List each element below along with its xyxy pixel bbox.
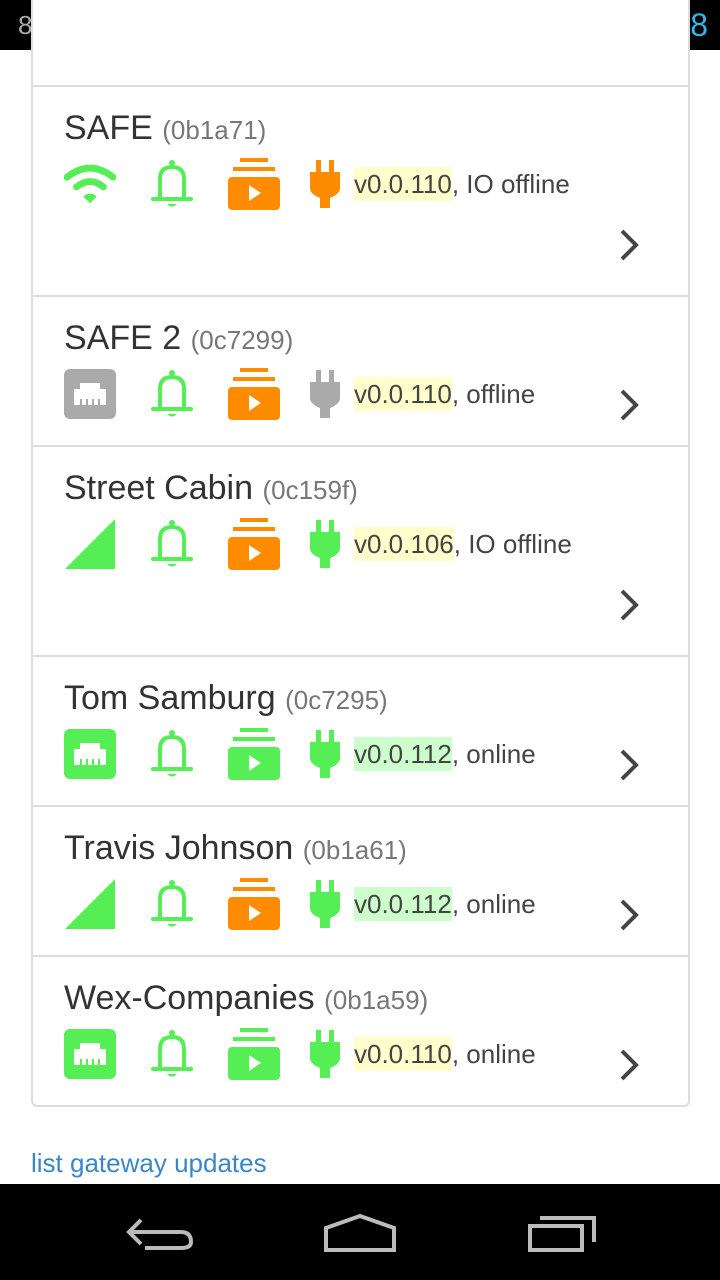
gateway-list: SAFE (0b1a71) v0.0.110, IO offline SAFE …	[31, 0, 690, 1107]
chevron-right-icon[interactable]	[618, 227, 642, 263]
gateway-status: v0.0.112, online	[354, 886, 536, 921]
gateway-name: SAFE	[64, 109, 153, 147]
chevron-right-icon[interactable]	[618, 747, 642, 783]
gateway-status-icons: v0.0.112, online	[64, 876, 688, 932]
home-icon[interactable]	[322, 1212, 398, 1252]
gateway-status: v0.0.112, online	[354, 736, 536, 771]
ethernet-icon	[64, 1028, 116, 1080]
gateway-status: v0.0.106, IO offline	[354, 526, 572, 561]
plug-icon	[310, 518, 340, 570]
gateway-name: Tom Samburg	[64, 679, 276, 717]
list-gateway-updates-link[interactable]: list gateway updates	[31, 1148, 267, 1178]
connection-status: , IO offline	[453, 528, 572, 559]
gateway-title: SAFE 2 (0c7299)	[64, 317, 688, 361]
ethernet-icon	[64, 728, 116, 780]
bell-icon	[146, 518, 198, 570]
gateway-title: SAFE (0b1a71)	[64, 107, 688, 151]
gateway-row[interactable]: Travis Johnson (0b1a61) v0.0.112, online	[33, 805, 688, 955]
gateway-title: Tom Samburg (0c7295)	[64, 677, 688, 721]
gateway-row[interactable]: Tom Samburg (0c7295) v0.0.112, online	[33, 655, 688, 805]
gateway-row-partial[interactable]	[33, 0, 688, 85]
gateway-status-icons: v0.0.112, online	[64, 726, 688, 782]
connection-status: , online	[451, 1038, 536, 1069]
plug-icon	[310, 1028, 340, 1080]
bell-icon	[146, 368, 198, 420]
gateway-row[interactable]: SAFE (0b1a71) v0.0.110, IO offline	[33, 85, 688, 295]
media-icon	[228, 728, 280, 780]
media-icon	[228, 368, 280, 420]
gateway-status-icons: v0.0.110, IO offline	[64, 156, 688, 212]
bell-icon	[146, 728, 198, 780]
recent-apps-icon[interactable]	[526, 1212, 598, 1252]
connection-status: , online	[451, 738, 536, 769]
media-icon	[228, 518, 280, 570]
plug-icon	[310, 158, 340, 210]
gateway-status-icons: v0.0.106, IO offline	[64, 516, 688, 572]
back-icon[interactable]	[125, 1212, 195, 1252]
gateway-title: Street Cabin (0c159f)	[64, 467, 688, 511]
gateway-status: v0.0.110, online	[354, 1036, 536, 1071]
bell-icon	[146, 158, 198, 210]
chevron-right-icon[interactable]	[618, 897, 642, 933]
gateway-id: (0b1a61)	[302, 835, 407, 865]
gateway-id: (0c7295)	[285, 685, 388, 715]
plug-icon	[310, 368, 340, 420]
gateway-id: (0b1a59)	[324, 985, 429, 1015]
gateway-name: SAFE 2	[64, 319, 182, 357]
gateway-title: Travis Johnson (0b1a61)	[64, 827, 688, 871]
firmware-version: v0.0.106	[354, 526, 454, 561]
chevron-right-icon[interactable]	[618, 587, 642, 623]
gateway-name: Wex-Companies	[64, 979, 315, 1017]
plug-icon	[310, 728, 340, 780]
chevron-right-icon[interactable]	[618, 1047, 642, 1083]
gateway-name: Street Cabin	[64, 469, 253, 507]
firmware-version: v0.0.112	[354, 886, 452, 921]
wifi-icon	[64, 158, 116, 210]
gateway-status: v0.0.110, offline	[354, 376, 536, 411]
cellular-icon	[64, 518, 116, 570]
gateway-row[interactable]: Wex-Companies (0b1a59) v0.0.110, online	[33, 955, 688, 1105]
plug-icon	[310, 878, 340, 930]
gateway-title: Wex-Companies (0b1a59)	[64, 977, 688, 1021]
gateway-row[interactable]: Street Cabin (0c159f) v0.0.106, IO offli…	[33, 445, 688, 655]
gateway-name: Travis Johnson	[64, 829, 294, 867]
connection-status: , IO offline	[451, 168, 570, 199]
firmware-version: v0.0.110	[354, 1036, 452, 1071]
gateway-id: (0b1a71)	[162, 115, 267, 145]
ethernet-icon	[64, 368, 116, 420]
connection-status: , online	[451, 888, 536, 919]
media-icon	[228, 1028, 280, 1080]
gateway-id: (0c7299)	[190, 325, 294, 355]
cellular-icon	[64, 878, 116, 930]
firmware-version: v0.0.110	[354, 376, 452, 411]
firmware-version: v0.0.110	[354, 166, 452, 201]
navigation-bar	[0, 1184, 720, 1280]
bell-icon	[146, 1028, 198, 1080]
gateway-status-icons: v0.0.110, offline	[64, 366, 688, 422]
gateway-status-icons: v0.0.110, online	[64, 1026, 688, 1082]
gateway-status: v0.0.110, IO offline	[354, 166, 570, 201]
media-icon	[228, 158, 280, 210]
gateway-row[interactable]: SAFE 2 (0c7299) v0.0.110, offline	[33, 295, 688, 445]
firmware-version: v0.0.112	[354, 736, 452, 771]
gateway-id: (0c159f)	[262, 475, 358, 505]
connection-status: , offline	[451, 378, 536, 409]
chevron-right-icon[interactable]	[618, 387, 642, 423]
bell-icon	[146, 878, 198, 930]
media-icon	[228, 878, 280, 930]
